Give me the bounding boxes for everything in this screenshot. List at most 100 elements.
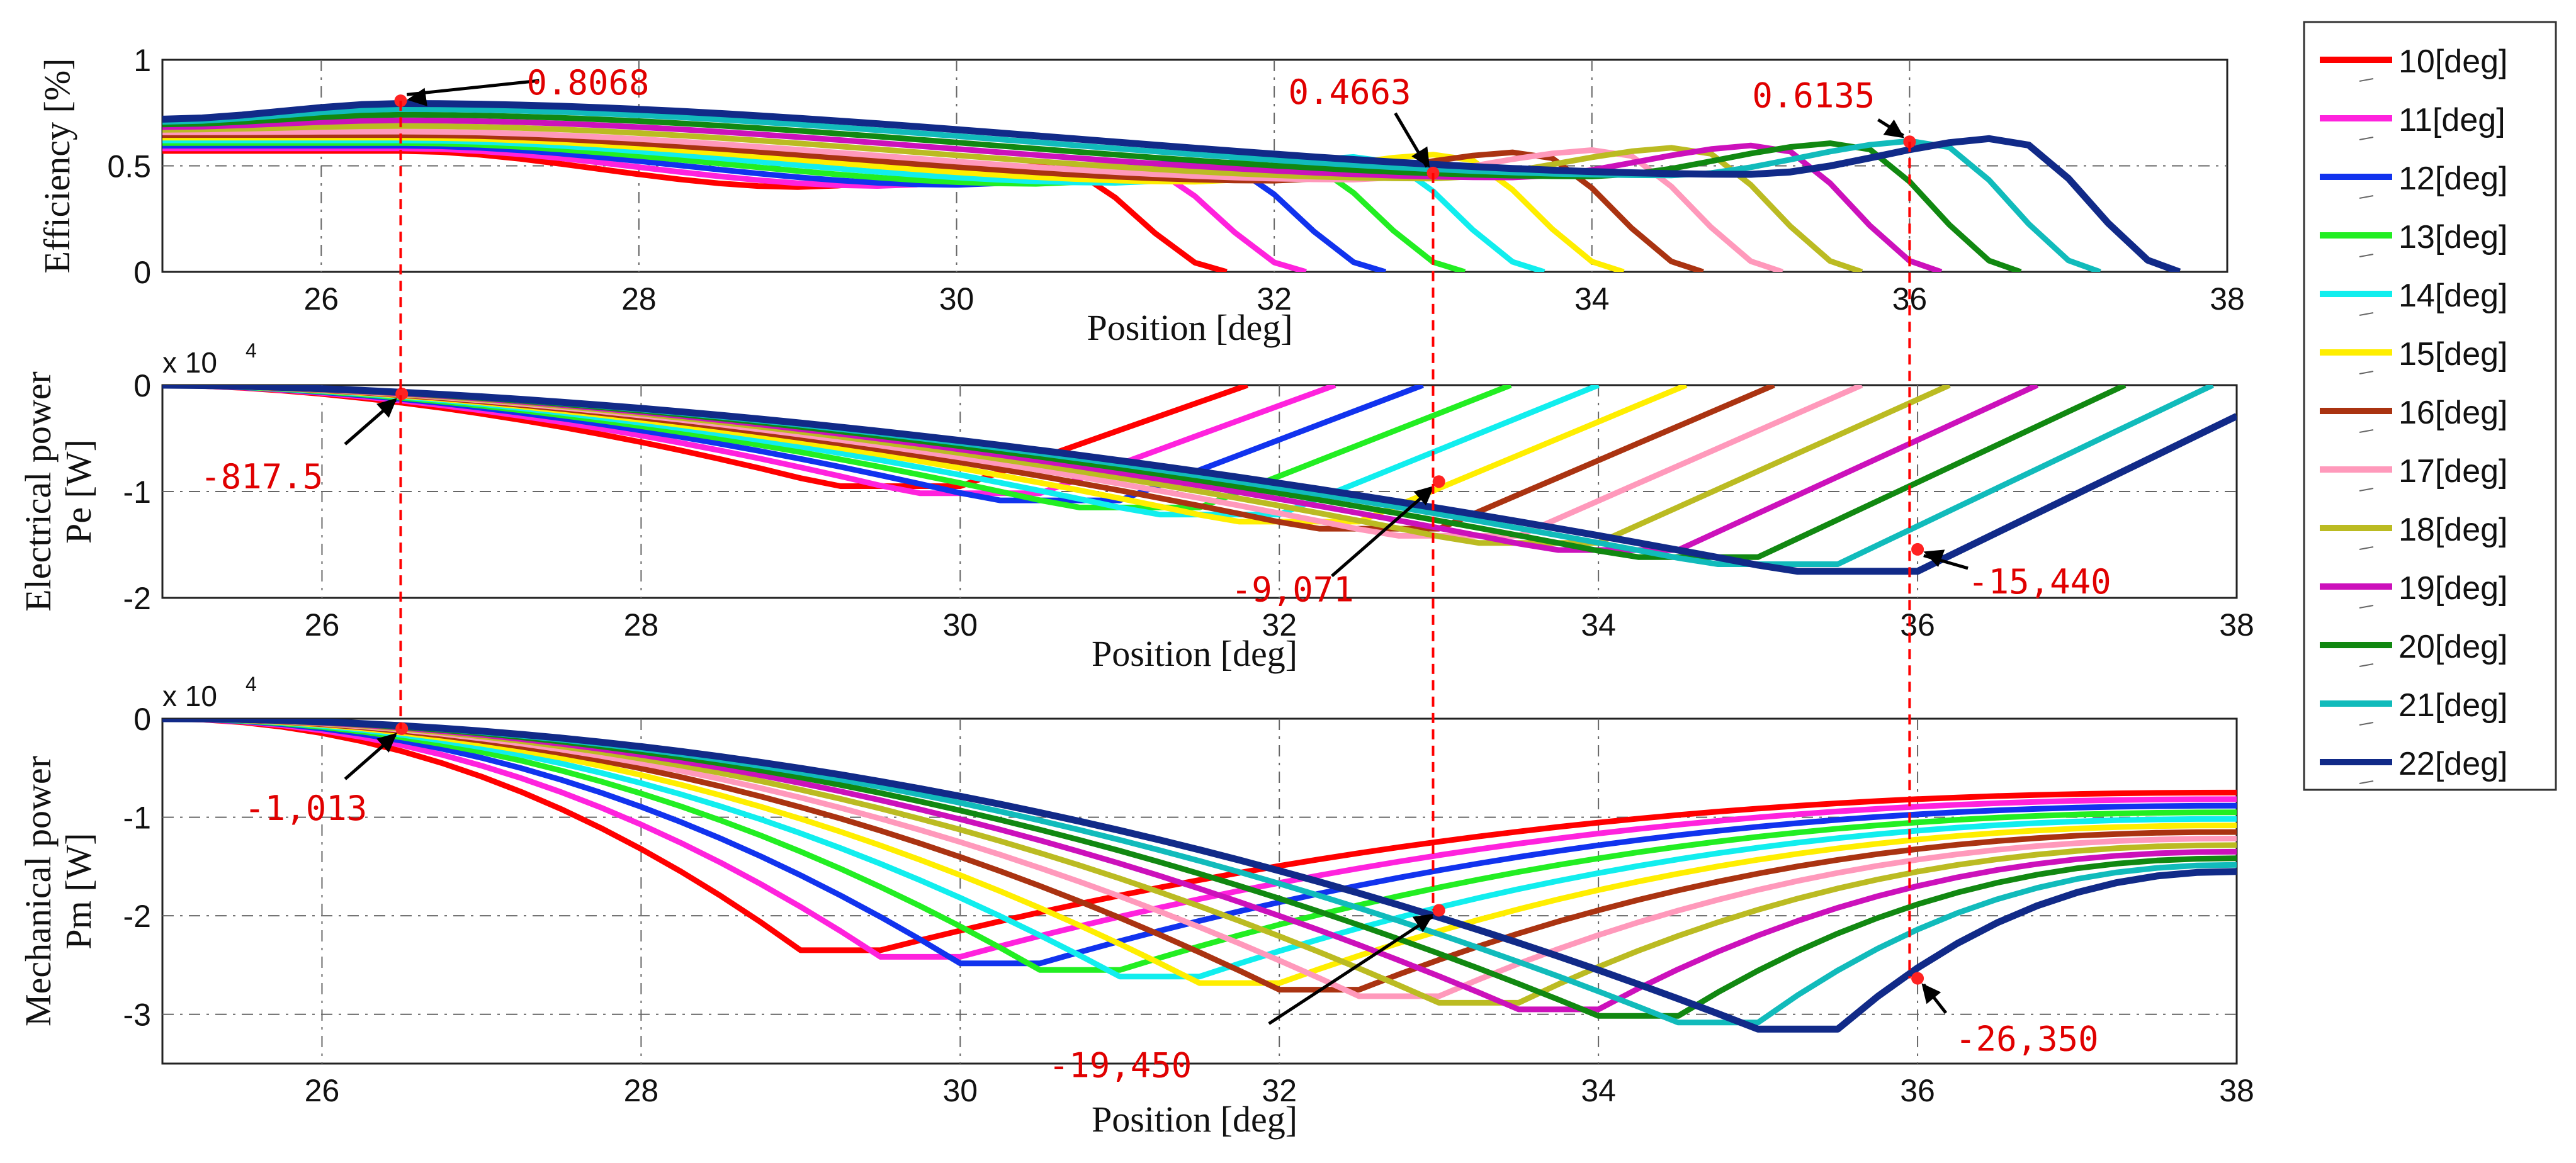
legend-marker-tick (2359, 663, 2374, 667)
annotation-arrowhead (1923, 549, 1945, 568)
annotation-marker (1432, 904, 1445, 917)
annotation-label: 0.4663 (1288, 72, 1411, 112)
y-tick-label: -1 (123, 801, 151, 836)
series-line-11[deg] (162, 719, 2237, 960)
series-line-15[deg] (162, 719, 2237, 986)
legend-box (2303, 21, 2557, 791)
annotation-label: -1,013 (244, 789, 367, 828)
annotation-label: 0.6135 (1752, 76, 1875, 115)
y-tick-label: 1 (133, 43, 151, 78)
annotation-arrowhead (1883, 119, 1905, 138)
y-tick-label: -2 (123, 581, 151, 616)
annotation-label: 0.8068 (526, 63, 649, 103)
legend-label: 17[deg] (2398, 453, 2508, 490)
legend-label: 13[deg] (2398, 219, 2508, 256)
annotation-marker (1911, 542, 1924, 556)
legend-label: 19[deg] (2398, 570, 2508, 607)
x-tick-label: 30 (942, 607, 978, 643)
series-line-22[deg] (162, 385, 2237, 575)
series-group (162, 719, 2237, 1033)
x-tick-label: 38 (2210, 281, 2245, 317)
y-multiplier-exponent: 4 (246, 339, 257, 362)
x-tick-label: 28 (624, 607, 659, 643)
legend-marker-tick (2359, 195, 2374, 199)
y-multiplier-exponent: 4 (246, 673, 257, 695)
x-tick-label: 36 (1900, 1073, 1935, 1108)
y-tick-label: 0.5 (107, 149, 151, 184)
series-group (162, 100, 2181, 272)
legend-marker-tick (2359, 605, 2374, 609)
panel-mechanical: 26 28 30 32 34 36 38 -3 -2 -1 0 x 10 4 Position [deg]… (18, 673, 2254, 1140)
x-axis-label: Position [deg] (1092, 633, 1297, 674)
annotation-arrow (406, 79, 539, 96)
y-multiplier: x 10 (162, 346, 217, 379)
legend-marker-tick (2359, 371, 2374, 374)
annotation-label: -817.5 (200, 457, 323, 497)
legend-label: 16[deg] (2398, 395, 2508, 431)
annotation-arrowhead (1413, 485, 1435, 506)
legend-marker-tick (2359, 546, 2374, 550)
x-tick-label: 26 (305, 607, 340, 643)
legend-marker-tick (2359, 429, 2374, 433)
legend-label: 11[deg] (2398, 102, 2505, 138)
annotation-marker (1432, 475, 1445, 488)
annotation-arrow (1268, 915, 1434, 1025)
x-tick-label: 32 (1262, 607, 1297, 643)
y-axis-label: Pm [W] (58, 833, 99, 949)
legend-label: 14[deg] (2398, 278, 2508, 314)
x-tick-label: 38 (2219, 1073, 2254, 1108)
x-tick-label: 38 (2219, 607, 2254, 643)
legend-label: 10[deg] (2398, 43, 2508, 80)
series-line-17[deg] (162, 128, 1783, 272)
legend-marker-tick (2359, 137, 2374, 140)
annotation-label: -15,440 (1968, 562, 2111, 602)
legend: 10[deg] 11[deg] 12[deg] 13[deg] 14[deg] 15[de… (2303, 21, 2557, 791)
series-line-20[deg] (162, 111, 2022, 272)
series-line-22[deg] (162, 100, 2181, 272)
legend-marker-tick (2359, 312, 2374, 316)
x-tick-label: 32 (1262, 1073, 1297, 1108)
legend-label: 20[deg] (2398, 629, 2508, 665)
series-line-14[deg] (162, 719, 2237, 980)
annotation-label: -9,071 (1231, 570, 1354, 609)
y-tick-label: -3 (123, 997, 151, 1033)
y-axis-label: Mechanical power (18, 756, 59, 1026)
y-tick-label: -2 (123, 899, 151, 934)
annotation-arrowhead (1411, 146, 1430, 168)
x-tick-label: 36 (1900, 607, 1935, 643)
legend-marker-tick (2359, 722, 2374, 726)
series-line-21[deg] (162, 106, 2101, 272)
legend-marker-tick (2359, 254, 2374, 257)
legend-label: 21[deg] (2398, 687, 2508, 724)
annotation-arrowhead (376, 733, 397, 753)
y-tick-label: -1 (123, 475, 151, 510)
x-axis-label: Position [deg] (1087, 307, 1292, 348)
annotation-label: -26,350 (1955, 1020, 2099, 1059)
x-tick-label: 28 (624, 1073, 659, 1108)
x-tick-label: 34 (1581, 607, 1616, 643)
x-tick-label: 30 (942, 1073, 978, 1108)
series-line-22[deg] (162, 719, 2237, 1033)
legend-marker-tick (2359, 78, 2374, 82)
series-line-18[deg] (162, 123, 1863, 272)
annotation-marker (1911, 972, 1924, 985)
series-line-19[deg] (162, 117, 1943, 272)
series-line-10[deg] (162, 719, 2237, 953)
annotation-marker (395, 387, 409, 400)
x-tick-label: 26 (305, 1073, 340, 1108)
y-tick-label: 0 (133, 702, 151, 737)
y-axis-label: Electrical power (18, 371, 59, 612)
legend-marker-tick (2359, 488, 2374, 492)
y-axis-label: Pe [W] (58, 439, 99, 544)
series-line-12[deg] (162, 719, 2237, 967)
legend-label: 15[deg] (2398, 336, 2508, 373)
x-tick-label: 34 (1574, 281, 1610, 317)
y-tick-label: 0 (133, 255, 151, 290)
annotation-label: -19,450 (1049, 1046, 1192, 1086)
y-axis-label: Efficiency [%] (37, 59, 77, 274)
x-tick-label: 28 (621, 281, 657, 317)
series-line-16[deg] (162, 132, 1704, 272)
y-tick-label: 0 (133, 368, 151, 403)
